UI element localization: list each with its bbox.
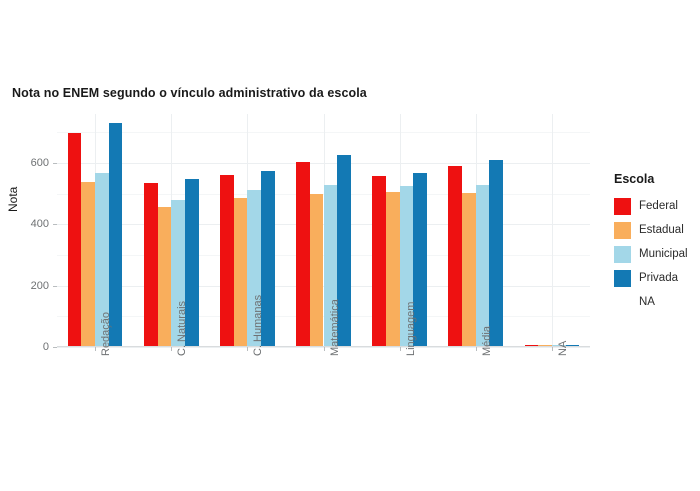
bar-municipal-2 — [247, 190, 262, 347]
legend-item-label: Estadual — [639, 224, 684, 236]
x-axis-line — [57, 346, 590, 347]
bar-federal-5 — [448, 166, 463, 347]
x-tick-label: C. Humanas — [252, 294, 265, 356]
bar-municipal-0 — [95, 173, 109, 347]
y-tick-label: 600 — [30, 157, 49, 170]
y-tick-label: 400 — [30, 218, 49, 231]
bar-estadual-4 — [385, 191, 400, 347]
x-tick-label: C. Naturais — [176, 300, 189, 356]
legend-item-label: Municipal — [639, 248, 688, 260]
page-title: Nota no ENEM segundo o vínculo administr… — [12, 86, 367, 100]
legend-item-municipal[interactable]: Municipal — [614, 242, 688, 266]
bar-privada-5 — [489, 160, 504, 347]
x-tick-mark — [399, 347, 401, 351]
bar-estadual-0 — [81, 182, 96, 347]
legend-item-na[interactable]: NA — [614, 290, 688, 314]
y-tick-mark — [53, 347, 57, 348]
legend-item-label: Privada — [639, 272, 678, 284]
bar-federal-0 — [67, 133, 82, 347]
x-tick-mark — [323, 347, 325, 351]
legend-swatch-icon — [614, 197, 631, 215]
legend-title: Escola — [614, 172, 655, 186]
bar-privada-4 — [413, 172, 428, 347]
y-tick-label: 0 — [42, 341, 49, 353]
bar-privada-0 — [108, 123, 123, 347]
bar-federal-2 — [219, 175, 234, 347]
x-tick-mark — [95, 347, 97, 351]
legend-swatch-icon — [614, 294, 631, 311]
legend-item-estadual[interactable]: Estadual — [614, 218, 688, 242]
bar-federal-4 — [372, 175, 386, 347]
x-tick-label: Média — [480, 326, 493, 356]
y-tick-mark — [53, 285, 57, 287]
y-tick-mark — [53, 224, 57, 226]
y-axis-title: Nota — [6, 186, 20, 212]
legend-swatch-icon — [614, 269, 631, 287]
bar-estadual-5 — [462, 193, 476, 347]
x-tick-label: Linguagem — [404, 301, 417, 356]
bar-estadual-2 — [233, 197, 248, 347]
x-tick-label: NA — [556, 340, 569, 356]
legend: Escola Federal Estadual Municipal Privada NA — [614, 172, 688, 314]
y-tick-label: 200 — [30, 279, 49, 292]
bar-privada-1 — [184, 179, 199, 347]
bar-privada-3 — [337, 154, 351, 347]
legend-item-label: Federal — [639, 200, 678, 212]
bar-municipal-5 — [475, 184, 490, 347]
bar-municipal-1 — [171, 199, 185, 347]
x-tick-mark — [475, 347, 477, 351]
bar-estadual-3 — [309, 193, 324, 347]
bar-municipal-4 — [399, 185, 414, 347]
legend-item-federal[interactable]: Federal — [614, 194, 688, 218]
y-tick-mark — [53, 163, 57, 165]
x-tick-label: Matemática — [328, 299, 341, 356]
x-tick-mark — [247, 347, 249, 351]
bar-federal-3 — [296, 161, 310, 347]
legend-entries: Federal Estadual Municipal Privada NA — [614, 194, 688, 314]
bar-estadual-1 — [157, 206, 172, 347]
legend-swatch-icon — [614, 221, 631, 239]
legend-item-label: NA — [639, 296, 655, 308]
bar-federal-1 — [143, 182, 158, 347]
legend-item-privada[interactable]: Privada — [614, 266, 688, 290]
legend-swatch-icon — [614, 245, 631, 263]
bar-privada-2 — [261, 171, 275, 347]
bar-municipal-3 — [323, 185, 338, 347]
x-tick-mark — [171, 347, 173, 351]
gridline-vertical — [551, 114, 553, 347]
x-tick-label: Redação — [100, 311, 113, 356]
x-tick-mark — [551, 347, 553, 351]
plot-area — [57, 114, 590, 348]
